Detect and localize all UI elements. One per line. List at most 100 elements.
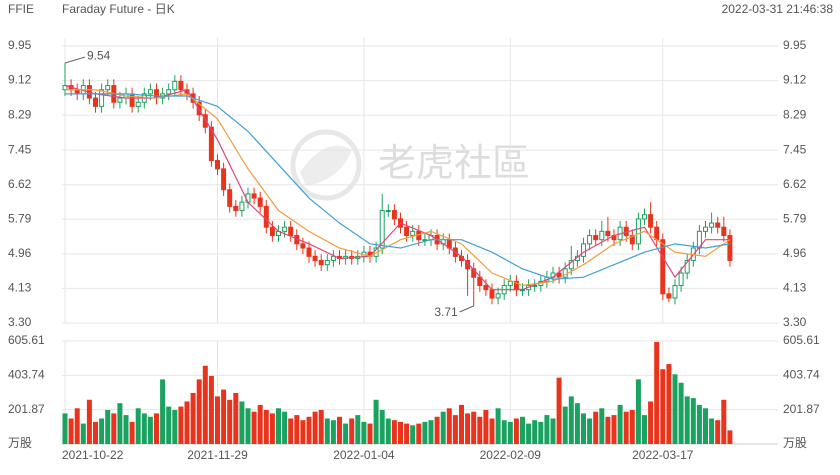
- volume-bar: [629, 409, 635, 444]
- candle-body: [312, 255, 318, 262]
- volume-tick-label: 201.87: [8, 402, 45, 416]
- candle-body: [489, 289, 495, 299]
- volume-bar: [93, 421, 98, 444]
- candle-body: [660, 239, 666, 295]
- candle-body: [642, 214, 647, 220]
- volume-bar: [178, 406, 184, 444]
- candle-body: [635, 218, 641, 245]
- y-tick-label-right: 4.96: [783, 246, 807, 260]
- max-label: 9.54: [87, 48, 111, 62]
- volume-bar: [666, 364, 672, 444]
- candle-body: [306, 247, 312, 257]
- volume-bar: [404, 423, 410, 444]
- min-pointer: [459, 305, 474, 313]
- volume-bar: [227, 399, 233, 444]
- volume-bar: [355, 415, 361, 444]
- volume-bar: [617, 404, 623, 444]
- y-tick-label-right: 5.79: [783, 211, 807, 225]
- candle-body: [263, 205, 269, 228]
- candle-body: [166, 89, 172, 95]
- volume-bar: [99, 418, 105, 444]
- volume-bar: [117, 403, 123, 444]
- volume-bar: [599, 408, 605, 444]
- y-tick-label: 9.12: [8, 73, 32, 87]
- volume-bar: [532, 420, 538, 444]
- volume-bar: [239, 401, 245, 444]
- volume-bar: [398, 421, 403, 444]
- candle-body: [135, 101, 141, 107]
- candle-body: [257, 197, 263, 207]
- y-tick-label: 4.13: [8, 281, 32, 295]
- candle-body: [105, 85, 111, 91]
- volume-bar: [135, 408, 141, 444]
- volume-bar: [727, 430, 733, 444]
- candle-body: [324, 260, 330, 266]
- candle-body: [629, 235, 635, 245]
- volume-bar: [696, 404, 702, 444]
- candle-body: [654, 226, 660, 241]
- candle-body: [605, 230, 611, 237]
- candle-body: [154, 89, 159, 99]
- volume-bar: [190, 392, 196, 444]
- y-tick-label: 4.96: [8, 246, 32, 260]
- volume-bar: [654, 341, 660, 444]
- moving-average-line: [64, 84, 730, 291]
- candle-body: [581, 243, 586, 257]
- volume-bar: [538, 421, 544, 444]
- candle-body: [587, 235, 593, 245]
- volume-bar: [208, 375, 214, 444]
- volume-tick-label: 万股: [8, 436, 32, 450]
- volume-bar: [507, 421, 513, 444]
- volume-bar: [147, 416, 153, 444]
- volume-bar: [489, 418, 495, 444]
- volume-tick-label: 605.61: [8, 333, 45, 347]
- candle-body: [282, 226, 288, 232]
- volume-bar: [86, 399, 92, 444]
- volume-bar: [337, 416, 342, 444]
- volume-bar: [379, 409, 385, 444]
- candle-body: [593, 235, 599, 241]
- volume-bar: [428, 420, 434, 444]
- volume-bar: [361, 421, 367, 444]
- x-tick-label: 2021-10-22: [62, 448, 124, 462]
- volume-bar: [471, 411, 477, 444]
- candle-body: [709, 222, 715, 228]
- timestamp: 2022-03-31 21:46:38: [722, 2, 834, 16]
- y-tick-label-right: 3.30: [783, 315, 807, 329]
- volume-bar: [245, 408, 251, 444]
- volume-tick-label: 403.74: [8, 368, 45, 382]
- y-tick-label: 3.30: [8, 315, 32, 329]
- y-tick-label-right: 8.29: [783, 107, 807, 121]
- candle-body: [172, 80, 178, 91]
- candle-body: [117, 97, 123, 103]
- candle-body: [703, 226, 708, 232]
- candle-body: [568, 260, 574, 270]
- volume-bar: [288, 418, 294, 444]
- candle-body: [330, 255, 336, 262]
- volume-tick-label-right: 201.87: [783, 402, 820, 416]
- volume-bar: [690, 398, 696, 444]
- x-tick-label: 2022-02-09: [480, 448, 542, 462]
- moving-average-line: [65, 89, 731, 287]
- volume-bar: [495, 408, 501, 444]
- candle-body: [318, 260, 324, 266]
- candle-body: [147, 89, 153, 95]
- chart-title: Faraday Future - 日K: [62, 2, 175, 16]
- volume-bar: [410, 425, 416, 444]
- volume-bar: [276, 408, 281, 444]
- volume-bar: [593, 411, 599, 444]
- volume-bar: [660, 369, 666, 444]
- volume-bar: [709, 418, 715, 444]
- volume-bar: [605, 416, 611, 444]
- volume-bar: [184, 401, 190, 444]
- volume-bar: [672, 374, 678, 444]
- volume-bar: [202, 365, 208, 444]
- volume-bar: [373, 399, 379, 444]
- volume-bar: [123, 415, 129, 444]
- candle-body: [251, 193, 257, 199]
- volume-bar: [294, 415, 300, 444]
- volume-bar: [129, 421, 135, 444]
- volume-bar: [215, 396, 220, 444]
- candle-body: [208, 126, 214, 162]
